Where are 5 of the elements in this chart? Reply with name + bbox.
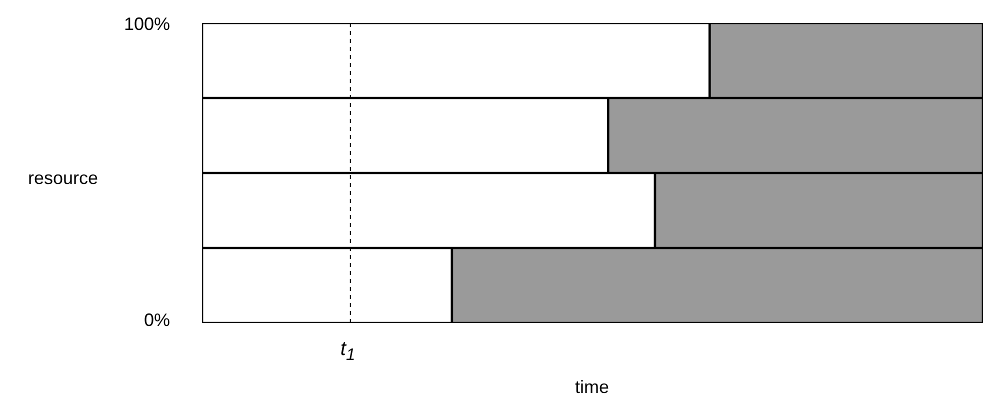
text: resource xyxy=(28,168,98,188)
x-axis-title: time xyxy=(574,376,610,397)
ref-line-label: t$_{1}$ xyxy=(340,338,356,365)
text: 100% xyxy=(124,14,170,34)
text: 0% xyxy=(144,310,170,330)
